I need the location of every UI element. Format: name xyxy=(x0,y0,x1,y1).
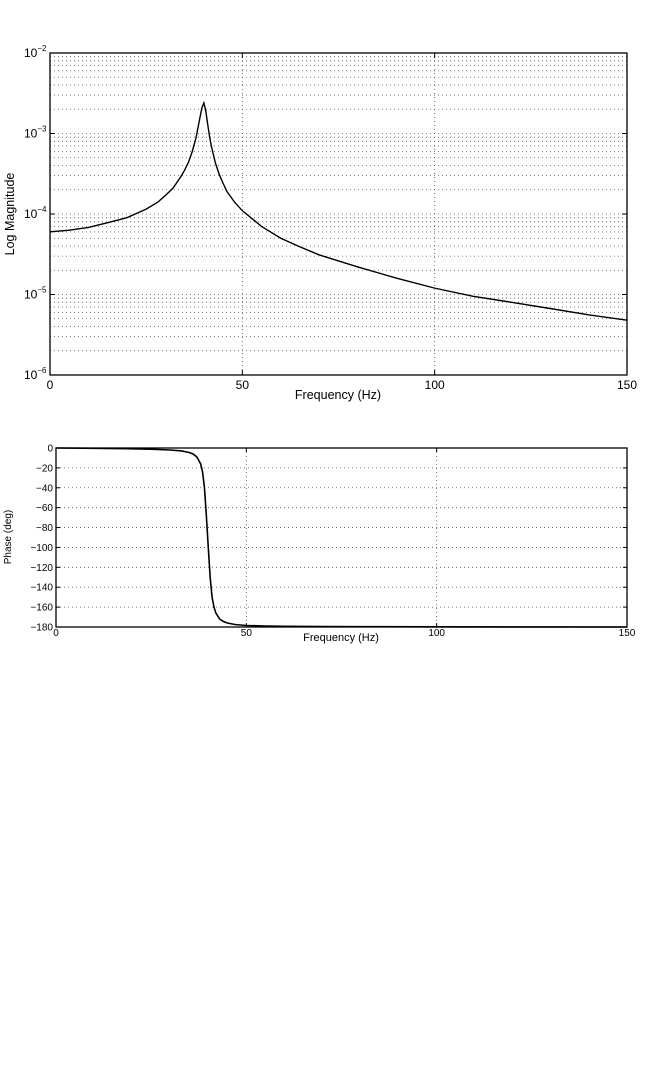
phase-x-tick-label: 150 xyxy=(619,628,636,639)
phase-y-tick-label: −180 xyxy=(30,623,53,634)
magnitude-y-tick-label: 10−5 xyxy=(24,286,47,302)
phase-x-tick-label: 50 xyxy=(241,628,253,639)
phase-x-tick-label: 0 xyxy=(53,628,59,639)
magnitude-x-tick-label: 100 xyxy=(425,378,445,392)
phase-plot-area xyxy=(56,448,627,627)
phase-y-ticks: 0 −20 −40 −60 −80 −100 −120 −140 −160 −180 xyxy=(30,444,627,634)
phase-series-group xyxy=(55,447,628,628)
magnitude-y-axis-label: Log Magnitude xyxy=(3,173,17,256)
phase-x-ticks: 0 50 100 150 xyxy=(53,448,636,639)
phase-y-axis-label: Phase (deg) xyxy=(3,510,14,564)
magnitude-x-tick-label: 0 xyxy=(47,378,54,392)
phase-y-tick-label: −20 xyxy=(36,463,53,474)
magnitude-chart: 0 50 100 150 10−6 10−5 10−4 10−3 10−2 Frequency… xyxy=(3,44,637,402)
magnitude-y-tick-label: 10−4 xyxy=(24,205,47,221)
magnitude-series-line xyxy=(49,100,628,321)
phase-y-tick-label: −160 xyxy=(30,603,53,614)
phase-chart: 0 50 100 150 0 −20 −40 −60 −80 −100 −120 −140 −160 −… xyxy=(3,444,636,645)
magnitude-y-tick-label: 10−3 xyxy=(24,125,47,141)
phase-y-tick-label: −60 xyxy=(36,503,53,514)
phase-y-tick-label: −40 xyxy=(36,483,53,494)
phase-y-tick-label: 0 xyxy=(47,444,53,455)
phase-y-tick-label: −120 xyxy=(30,563,53,574)
magnitude-x-tick-label: 150 xyxy=(617,378,637,392)
phase-y-tick-label: −140 xyxy=(30,583,53,594)
phase-x-axis-label: Frequency (Hz) xyxy=(303,632,379,644)
magnitude-series-group xyxy=(49,100,628,321)
phase-series-line xyxy=(55,447,628,628)
magnitude-x-ticks: 0 50 100 150 xyxy=(47,53,637,392)
phase-x-tick-label: 100 xyxy=(428,628,445,639)
magnitude-y-ticks: 10−6 10−5 10−4 10−3 10−2 xyxy=(24,44,627,382)
phase-y-tick-label: −80 xyxy=(36,523,53,534)
magnitude-y-tick-label: 10−2 xyxy=(24,44,47,60)
magnitude-grid xyxy=(50,53,627,375)
magnitude-x-axis-label: Frequency (Hz) xyxy=(295,388,381,402)
magnitude-x-tick-label: 50 xyxy=(236,378,250,392)
phase-plot-frame xyxy=(55,447,628,628)
magnitude-y-tick-label: 10−6 xyxy=(24,366,47,382)
phase-y-tick-label: −100 xyxy=(30,543,53,554)
